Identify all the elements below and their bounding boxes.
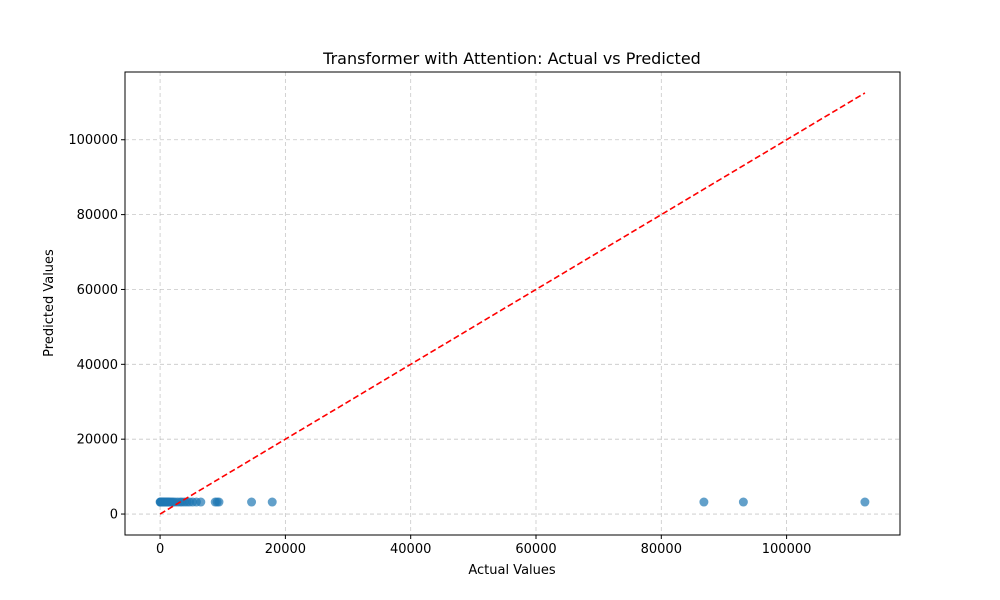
- y-tick-label: 60000: [77, 283, 118, 298]
- x-tick-label: 100000: [762, 542, 812, 557]
- x-tick-label: 20000: [265, 542, 306, 557]
- grid: [125, 72, 900, 535]
- data-point: [860, 497, 870, 507]
- x-tick-label: 80000: [641, 542, 682, 557]
- y-tick-label: 80000: [77, 208, 118, 223]
- plot-frame: [124, 71, 901, 536]
- data-points: [155, 497, 870, 507]
- y-tick-label: 40000: [77, 358, 118, 373]
- data-point: [699, 497, 709, 507]
- y-tick-label: 100000: [68, 133, 118, 148]
- y-tick-label: 0: [110, 508, 118, 523]
- x-axis-label: Actual Values: [468, 563, 556, 578]
- y-tick-label: 20000: [77, 433, 118, 448]
- data-point: [738, 497, 748, 507]
- x-tick-label: 60000: [515, 542, 556, 557]
- reference-line: [159, 92, 866, 515]
- chart-title: Transformer with Attention: Actual vs Pr…: [322, 49, 701, 68]
- x-axis-ticks: 0 20000 40000 60000 80000 100000: [156, 535, 811, 557]
- data-point: [196, 497, 206, 507]
- x-tick-label: 40000: [390, 542, 431, 557]
- y-axis-label: Predicted Values: [42, 249, 57, 357]
- y-axis-ticks: 0 20000 40000 60000 80000 100000: [68, 133, 125, 523]
- data-point: [214, 497, 224, 507]
- reference-line-path: [159, 92, 866, 515]
- x-tick-label: 0: [156, 542, 164, 557]
- data-point: [247, 497, 257, 507]
- data-point: [267, 497, 277, 507]
